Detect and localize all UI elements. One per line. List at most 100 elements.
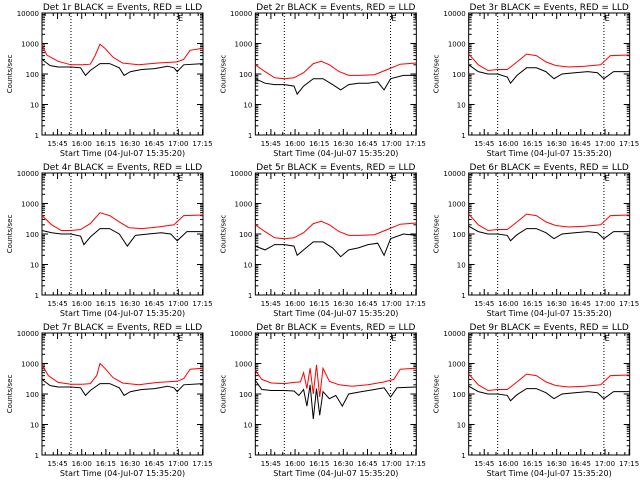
x-tick-label: 17:15 [406, 140, 426, 148]
y-tick-label: 10 [30, 102, 39, 110]
y-tick-label: 10000 [230, 170, 252, 178]
x-tick-label: 16:00 [498, 140, 518, 148]
y-tick-label: 10000 [17, 10, 39, 18]
panel-3: Det 3r BLACK = Events, RED = LLD Counts/s… [433, 3, 640, 158]
events-series-line [255, 74, 417, 96]
plot-frame [254, 12, 417, 136]
y-tick-label: 1 [461, 292, 465, 300]
panel-4: Det 4r BLACK = Events, RED = LLD Counts/s… [6, 163, 213, 318]
x-tick-label: 15:45 [47, 300, 67, 308]
x-tick-label: 16:45 [571, 460, 591, 468]
panel-title: Det 9r BLACK = Events, RED = LLD [470, 323, 629, 333]
y-tick-label: 10 [457, 422, 466, 430]
y-tick-label: 10 [30, 262, 39, 270]
y-tick-label: 1000 [448, 41, 466, 49]
y-tick-label: 10 [30, 422, 39, 430]
panel-8: Det 8r BLACK = Events, RED = LLD Counts/s… [219, 323, 426, 478]
y-axis-label: Counts/sec [6, 55, 14, 94]
y-tick-label: 1000 [235, 201, 253, 209]
panel-2: Det 2r BLACK = Events, RED = LLD Counts/s… [219, 3, 426, 158]
x-tick-label: 16:15 [522, 300, 542, 308]
y-axis-label: Counts/sec [433, 215, 441, 254]
x-axis-label: Start Time (04-Jul-07 15:35:20) [487, 469, 612, 478]
y-tick-label: 1000 [235, 41, 253, 49]
panel-title: Det 5r BLACK = Events, RED = LLD [256, 163, 415, 173]
lld-series-line [254, 364, 417, 398]
y-tick-label: 100 [26, 231, 39, 239]
plot-frame [41, 332, 204, 456]
x-tick-label: 17:15 [406, 300, 426, 308]
x-tick-label: 16:15 [522, 140, 542, 148]
x-axis-label: Start Time (04-Jul-07 15:35:20) [60, 149, 185, 158]
y-tick-label: 10000 [443, 330, 465, 338]
events-series-line [468, 64, 630, 85]
x-tick-label: 17:00 [595, 140, 615, 148]
y-tick-label: 1000 [235, 361, 253, 369]
y-tick-label: 10 [457, 262, 466, 270]
x-tick-label: 16:00 [285, 140, 305, 148]
x-tick-label: 16:15 [96, 300, 116, 308]
x-tick-label: 16:45 [144, 460, 164, 468]
x-tick-label: 17:15 [406, 460, 426, 468]
x-tick-label: 17:15 [192, 140, 212, 148]
corner-label: E [391, 174, 396, 183]
y-tick-label: 10000 [230, 10, 252, 18]
corner-label: E [178, 174, 183, 183]
events-series-line [468, 225, 630, 242]
x-axis-label: Start Time (04-Jul-07 15:35:20) [60, 469, 185, 478]
x-tick-label: 16:30 [333, 460, 353, 468]
y-tick-label: 1 [35, 132, 39, 140]
x-tick-label: 16:15 [96, 140, 116, 148]
x-tick-label: 17:15 [192, 460, 212, 468]
x-tick-label: 16:45 [357, 300, 377, 308]
x-axis-label: Start Time (04-Jul-07 15:35:20) [273, 469, 398, 478]
x-tick-label: 17:00 [382, 140, 402, 148]
x-tick-label: 16:45 [571, 300, 591, 308]
lld-series-line [255, 220, 417, 240]
panel-title: Det 3r BLACK = Events, RED = LLD [470, 3, 629, 13]
lld-series-line [41, 43, 204, 66]
x-tick-label: 17:15 [619, 140, 639, 148]
y-tick-label: 1000 [448, 201, 466, 209]
x-tick-label: 16:15 [96, 460, 116, 468]
y-tick-label: 10000 [230, 330, 252, 338]
x-tick-label: 17:00 [168, 300, 188, 308]
corner-label: E [605, 334, 610, 343]
x-tick-label: 16:45 [571, 140, 591, 148]
y-tick-label: 1 [248, 132, 252, 140]
panel-title: Det 2r BLACK = Events, RED = LLD [256, 3, 415, 13]
x-tick-label: 17:00 [168, 140, 188, 148]
events-series-line [254, 380, 417, 420]
x-tick-label: 16:15 [522, 460, 542, 468]
y-tick-label: 10000 [17, 170, 39, 178]
x-tick-label: 17:15 [619, 300, 639, 308]
x-tick-label: 16:00 [72, 140, 92, 148]
lld-series-line [41, 362, 204, 386]
y-tick-label: 1000 [21, 361, 39, 369]
x-axis-label: Start Time (04-Jul-07 15:35:20) [487, 149, 612, 158]
x-tick-label: 16:30 [547, 460, 567, 468]
corner-label: E [391, 334, 396, 343]
x-tick-label: 17:00 [595, 300, 615, 308]
y-axis-label: Counts/sec [219, 375, 227, 414]
y-tick-label: 1 [461, 132, 465, 140]
y-tick-label: 1 [35, 292, 39, 300]
y-tick-label: 10 [243, 102, 252, 110]
events-series-line [255, 233, 417, 258]
panel-9: Det 9r BLACK = Events, RED = LLD Counts/s… [433, 323, 640, 478]
y-tick-label: 10 [243, 262, 252, 270]
corner-label: E [605, 174, 610, 183]
events-series-line [41, 59, 204, 77]
y-tick-label: 1 [461, 452, 465, 460]
x-tick-label: 15:45 [261, 140, 281, 148]
y-axis-label: Counts/sec [6, 215, 14, 254]
x-tick-label: 17:00 [168, 460, 188, 468]
x-tick-label: 16:15 [309, 300, 329, 308]
y-tick-label: 100 [239, 71, 252, 79]
corner-label: E [391, 14, 396, 23]
x-tick-label: 16:15 [309, 140, 329, 148]
x-tick-label: 16:30 [120, 300, 140, 308]
x-tick-label: 16:30 [333, 300, 353, 308]
x-tick-label: 16:00 [498, 460, 518, 468]
